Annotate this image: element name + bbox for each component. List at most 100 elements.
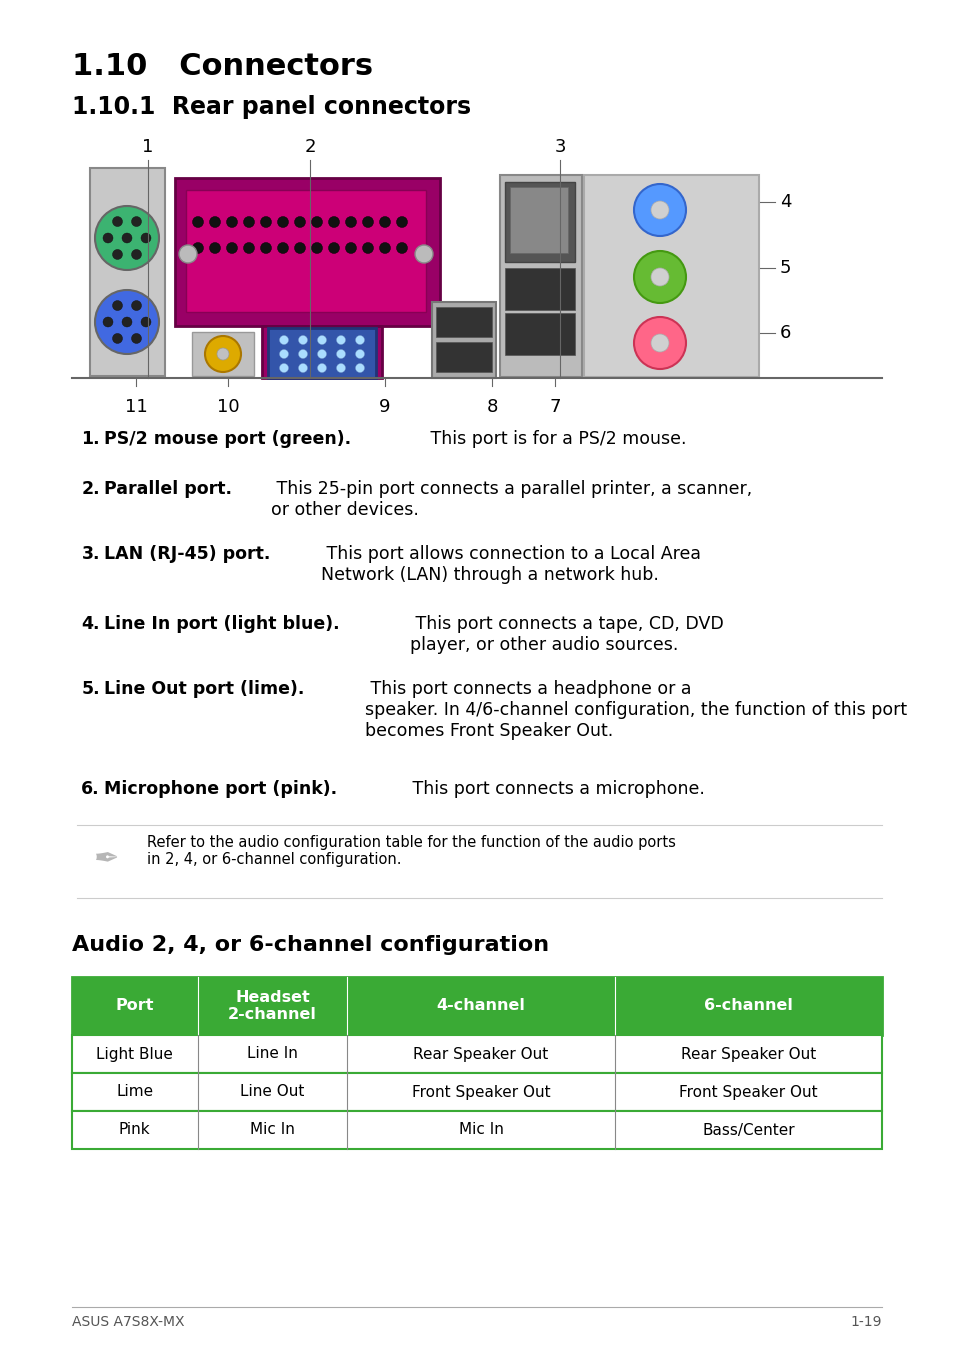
Circle shape	[336, 350, 345, 358]
Text: Parallel port.: Parallel port.	[104, 480, 232, 499]
Text: Headset
2-channel: Headset 2-channel	[228, 990, 316, 1023]
Circle shape	[260, 216, 272, 227]
Text: Bass/Center: Bass/Center	[701, 1123, 794, 1138]
Text: Mic In: Mic In	[250, 1123, 294, 1138]
Circle shape	[132, 300, 141, 311]
Text: 9: 9	[379, 399, 391, 416]
Bar	[174, 178, 439, 326]
Text: 4: 4	[780, 193, 791, 211]
Text: Pink: Pink	[119, 1123, 151, 1138]
Bar	[71, 1073, 882, 1111]
Circle shape	[122, 232, 132, 243]
Text: 3: 3	[554, 138, 565, 155]
Text: Line In: Line In	[247, 1047, 297, 1062]
Circle shape	[355, 335, 364, 345]
Circle shape	[312, 242, 322, 254]
Bar	[71, 977, 882, 1035]
Bar	[432, 303, 496, 378]
Circle shape	[243, 216, 254, 227]
Text: 1.10   Connectors: 1.10 Connectors	[71, 51, 373, 81]
Text: Line Out port (lime).: Line Out port (lime).	[104, 680, 304, 698]
Circle shape	[95, 290, 159, 354]
Text: 7: 7	[549, 399, 560, 416]
Text: 3.: 3.	[81, 544, 100, 563]
Bar	[192, 332, 253, 376]
Circle shape	[336, 363, 345, 373]
Bar	[504, 313, 575, 355]
Circle shape	[312, 216, 322, 227]
Text: 2.: 2.	[81, 480, 100, 499]
Circle shape	[379, 216, 390, 227]
Circle shape	[205, 336, 241, 372]
Text: Line Out: Line Out	[240, 1085, 304, 1100]
Circle shape	[210, 242, 220, 254]
Bar	[436, 307, 492, 336]
Text: Refer to the audio configuration table for the function of the audio ports
in 2,: Refer to the audio configuration table f…	[147, 835, 675, 867]
Text: Front Speaker Out: Front Speaker Out	[412, 1085, 550, 1100]
Text: Light Blue: Light Blue	[96, 1047, 173, 1062]
Text: 1: 1	[142, 138, 153, 155]
Text: This port allows connection to a Local Area
Network (LAN) through a network hub.: This port allows connection to a Local A…	[320, 544, 700, 584]
Circle shape	[112, 300, 122, 311]
Circle shape	[132, 250, 141, 259]
Circle shape	[277, 242, 288, 254]
Text: 6-channel: 6-channel	[703, 998, 792, 1013]
Circle shape	[122, 317, 132, 327]
Circle shape	[345, 216, 356, 227]
Text: Front Speaker Out: Front Speaker Out	[679, 1085, 817, 1100]
Circle shape	[141, 317, 151, 327]
Bar	[71, 1111, 882, 1148]
Circle shape	[132, 216, 141, 227]
Circle shape	[279, 350, 288, 358]
Circle shape	[362, 216, 374, 227]
Circle shape	[336, 335, 345, 345]
Circle shape	[328, 216, 339, 227]
Circle shape	[193, 216, 203, 227]
Circle shape	[379, 242, 390, 254]
Text: This port connects a headphone or a
speaker. In 4/6-channel configuration, the f: This port connects a headphone or a spea…	[364, 680, 905, 739]
Bar	[186, 190, 426, 312]
Circle shape	[317, 350, 326, 358]
Circle shape	[226, 216, 237, 227]
Text: Lime: Lime	[116, 1085, 153, 1100]
Circle shape	[298, 363, 307, 373]
Text: 10: 10	[216, 399, 239, 416]
Circle shape	[112, 216, 122, 227]
Text: This 25-pin port connects a parallel printer, a scanner,
or other devices.: This 25-pin port connects a parallel pri…	[271, 480, 752, 519]
Text: Audio 2, 4, or 6-channel configuration: Audio 2, 4, or 6-channel configuration	[71, 935, 549, 955]
Circle shape	[179, 245, 196, 263]
Text: Port: Port	[115, 998, 153, 1013]
Circle shape	[243, 242, 254, 254]
Text: This port connects a tape, CD, DVD
player, or other audio sources.: This port connects a tape, CD, DVD playe…	[410, 615, 723, 654]
Bar	[268, 328, 375, 378]
Text: 1.10.1  Rear panel connectors: 1.10.1 Rear panel connectors	[71, 95, 471, 119]
Circle shape	[317, 363, 326, 373]
Circle shape	[396, 216, 407, 227]
Circle shape	[279, 363, 288, 373]
Text: 6: 6	[780, 324, 791, 342]
Circle shape	[650, 334, 668, 353]
Text: 4.: 4.	[81, 615, 100, 634]
Text: Line In port (light blue).: Line In port (light blue).	[104, 615, 339, 634]
Text: Microphone port (pink).: Microphone port (pink).	[104, 780, 336, 798]
Circle shape	[650, 267, 668, 286]
Bar	[90, 168, 165, 376]
Text: 11: 11	[125, 399, 147, 416]
Circle shape	[277, 216, 288, 227]
Circle shape	[193, 242, 203, 254]
Circle shape	[103, 317, 112, 327]
Text: Rear Speaker Out: Rear Speaker Out	[413, 1047, 548, 1062]
Bar	[436, 342, 492, 372]
Bar	[71, 1035, 882, 1073]
Bar	[510, 186, 567, 253]
Circle shape	[103, 232, 112, 243]
Text: 5.: 5.	[81, 680, 100, 698]
Circle shape	[634, 184, 685, 236]
Circle shape	[112, 250, 122, 259]
Circle shape	[210, 216, 220, 227]
Circle shape	[355, 350, 364, 358]
Text: Mic In: Mic In	[458, 1123, 503, 1138]
Circle shape	[226, 242, 237, 254]
Circle shape	[650, 201, 668, 219]
Circle shape	[112, 334, 122, 343]
